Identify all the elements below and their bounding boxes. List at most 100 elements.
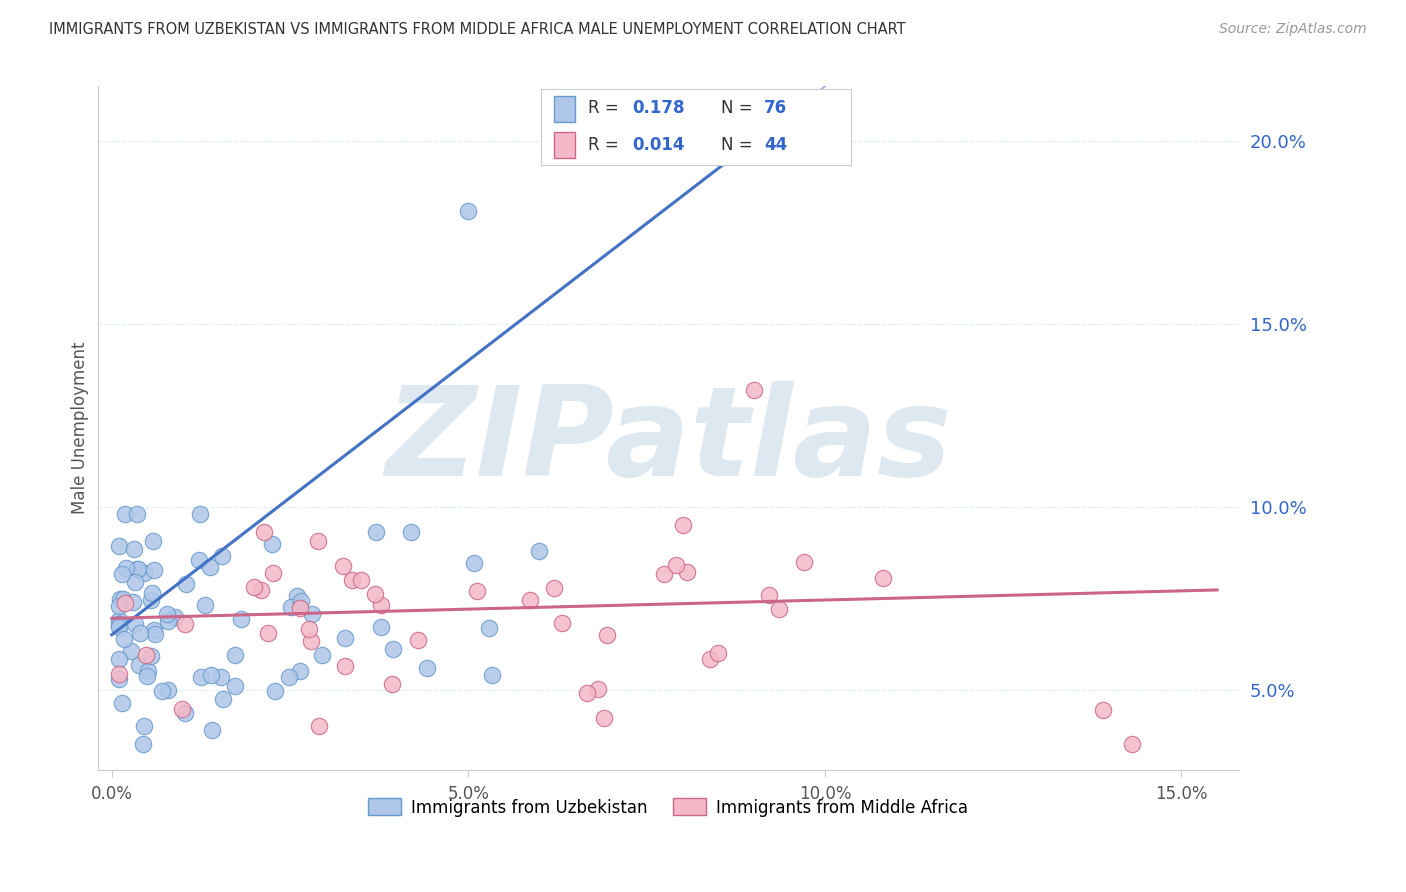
Point: [157, 683, 180, 698]
Text: IMMIGRANTS FROM UZBEKISTAN VS IMMIGRANTS FROM MIDDLE AFRICA MALE UNEMPLOYMENT CO: IMMIGRANTS FROM UZBEKISTAN VS IMMIGRANTS…: [49, 22, 905, 37]
Point: [742, 383, 765, 397]
Point: [108, 539, 131, 553]
Point: [366, 524, 388, 539]
Text: 76: 76: [763, 99, 787, 117]
Point: [143, 627, 166, 641]
Point: [457, 203, 479, 218]
Point: [132, 738, 155, 752]
Point: [707, 646, 730, 660]
Point: [699, 652, 721, 666]
Point: [157, 614, 180, 628]
Point: [229, 612, 252, 626]
Point: [278, 670, 301, 684]
Point: [174, 706, 197, 720]
Point: [188, 553, 211, 567]
Point: [128, 658, 150, 673]
Point: [290, 594, 312, 608]
Point: [342, 573, 364, 587]
Point: [478, 621, 501, 635]
Point: [263, 566, 285, 581]
Point: [593, 711, 616, 725]
Point: [108, 620, 131, 634]
Point: [108, 617, 131, 632]
Point: [370, 620, 392, 634]
Point: [114, 561, 136, 575]
Point: [212, 691, 235, 706]
Point: [250, 583, 273, 598]
Point: [596, 628, 619, 642]
Point: [664, 558, 686, 572]
Point: [264, 684, 287, 698]
Point: [112, 632, 135, 646]
Point: [370, 598, 392, 612]
Point: [280, 600, 302, 615]
Text: 0.178: 0.178: [633, 99, 685, 117]
Point: [224, 679, 246, 693]
Point: [209, 670, 232, 684]
Text: 0.014: 0.014: [633, 136, 685, 154]
Point: [481, 668, 503, 682]
Point: [139, 649, 162, 664]
Point: [463, 556, 485, 570]
Point: [224, 648, 246, 662]
Point: [108, 599, 131, 614]
Y-axis label: Male Unemployment: Male Unemployment: [72, 342, 89, 515]
Point: [676, 565, 699, 579]
Point: [793, 555, 815, 569]
Point: [262, 537, 284, 551]
Point: [332, 559, 354, 574]
Point: [285, 589, 308, 603]
Point: [111, 592, 134, 607]
Point: [139, 592, 162, 607]
Point: [142, 563, 165, 577]
Point: [382, 642, 405, 657]
Text: Source: ZipAtlas.com: Source: ZipAtlas.com: [1219, 22, 1367, 37]
Point: [350, 573, 373, 587]
Point: [299, 633, 322, 648]
Point: [124, 616, 146, 631]
Point: [363, 587, 385, 601]
Point: [311, 648, 333, 662]
Point: [211, 549, 233, 563]
Point: [111, 696, 134, 710]
Point: [200, 668, 222, 682]
Point: [108, 592, 131, 607]
Point: [201, 723, 224, 737]
Point: [768, 602, 790, 616]
Point: [872, 571, 894, 585]
Point: [135, 669, 157, 683]
Point: [111, 567, 134, 582]
Point: [114, 507, 136, 521]
Point: [122, 542, 145, 557]
Point: [307, 534, 329, 549]
Point: [124, 575, 146, 590]
Point: [333, 659, 356, 673]
Point: [142, 623, 165, 637]
Point: [188, 507, 211, 521]
Point: [108, 673, 131, 687]
Point: [120, 644, 142, 658]
Text: N =: N =: [721, 99, 752, 117]
Point: [257, 626, 280, 640]
Point: [156, 607, 179, 621]
Text: ZIPatlas: ZIPatlas: [385, 382, 952, 502]
Point: [174, 576, 197, 591]
Point: [652, 567, 675, 582]
Point: [108, 613, 131, 627]
Point: [150, 684, 173, 698]
Point: [586, 681, 609, 696]
Point: [301, 607, 323, 621]
Bar: [554, 132, 575, 158]
Point: [108, 652, 131, 666]
Point: [129, 626, 152, 640]
Text: R =: R =: [588, 136, 619, 154]
Point: [136, 664, 159, 678]
Text: N =: N =: [721, 136, 752, 154]
Point: [253, 524, 276, 539]
Point: [190, 670, 212, 684]
Point: [194, 598, 217, 612]
Point: [758, 588, 780, 602]
Point: [308, 719, 330, 733]
Point: [174, 617, 197, 632]
Point: [672, 518, 695, 533]
